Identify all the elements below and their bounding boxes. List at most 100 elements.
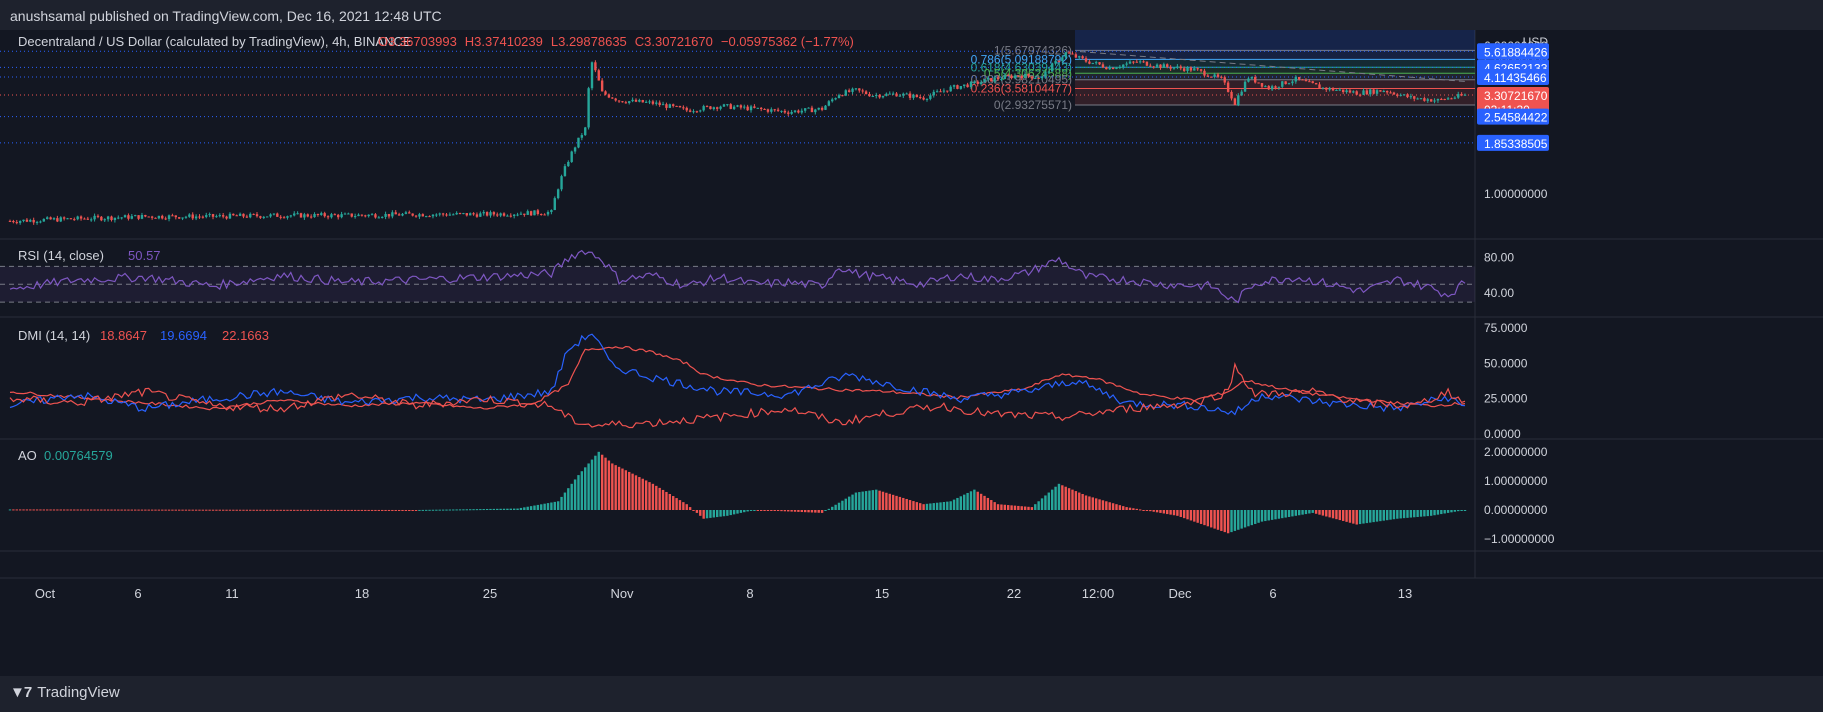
ao-bar	[381, 509, 384, 511]
candle-body	[1379, 90, 1382, 92]
ao-bar	[919, 503, 922, 510]
candle-body	[1179, 66, 1182, 69]
candle-body	[1226, 82, 1230, 92]
ao-bar	[370, 509, 374, 511]
candle-body	[661, 104, 665, 106]
grid-lines	[0, 30, 1823, 579]
price-tick-label: 1.00000000	[1484, 187, 1548, 201]
ao-bar	[265, 509, 269, 511]
brand-label: TradingView	[37, 684, 120, 701]
ao-bar	[1385, 510, 1389, 521]
candle-body	[1166, 64, 1169, 67]
candle-body	[1230, 91, 1233, 99]
ao-bar	[699, 510, 702, 516]
ao-bar	[912, 501, 915, 510]
ao-bar	[262, 509, 265, 511]
ao-bar	[1460, 510, 1463, 511]
candle-body	[898, 95, 902, 97]
candle-body	[1027, 73, 1030, 77]
candle-body	[1460, 94, 1463, 96]
candle-body	[587, 88, 590, 128]
ao-bar	[783, 510, 787, 512]
ao-bar	[600, 454, 604, 510]
ao-bar	[15, 509, 18, 511]
candle-body	[584, 127, 587, 136]
ohlc-value: C3.30721670	[635, 34, 713, 49]
candle-body	[452, 214, 455, 216]
candle-body	[313, 213, 316, 218]
ao-bar	[1067, 488, 1071, 510]
candle-body	[15, 222, 18, 224]
candle-body	[245, 216, 249, 218]
candle-body	[73, 219, 76, 221]
ao-bar	[188, 509, 191, 511]
candle-body	[438, 213, 441, 215]
price-chart[interactable]: 1(5.67974326)0.786(5.09188792)0.618(4.63…	[0, 30, 1823, 670]
ao-bar	[956, 497, 959, 510]
candle-body	[394, 212, 397, 215]
candle-body	[1247, 78, 1250, 82]
ao-bar	[979, 493, 983, 510]
candle-body	[1162, 64, 1166, 68]
candle-body	[1000, 79, 1003, 81]
ao-bar	[1128, 507, 1132, 510]
candle-body	[56, 218, 59, 222]
ao-bar	[42, 509, 46, 511]
candle-body	[418, 214, 421, 217]
ao-bar	[661, 489, 665, 510]
candle-body	[421, 214, 425, 217]
ao-bar	[678, 500, 682, 510]
candle-body	[688, 110, 692, 112]
ao-bar	[584, 467, 587, 510]
ao-bar	[719, 510, 722, 517]
candle-body	[1433, 100, 1436, 102]
ao-bar	[993, 502, 996, 510]
rsi-line	[9, 249, 1466, 304]
ao-bar	[133, 509, 137, 511]
ao-bar	[638, 477, 641, 510]
ao-bar	[655, 485, 658, 510]
candle-body	[1118, 67, 1122, 69]
ohlc-value: −0.05975362 (−1.77%)	[721, 34, 854, 49]
ao-bar	[90, 509, 93, 511]
candle-body	[702, 106, 705, 111]
candle-body	[519, 213, 523, 215]
ao-bar	[496, 508, 499, 510]
ao-bar	[228, 509, 232, 511]
ao-bar	[590, 459, 594, 510]
candle-body	[925, 98, 929, 100]
ao-bar	[523, 507, 526, 510]
time-axis[interactable]: Oct 6 11 18 25 Nov 8 15 22 12:00 Dec 6 13	[35, 586, 1412, 601]
ao-bar	[952, 499, 956, 510]
ao-pane[interactable]	[8, 451, 1467, 534]
candle-body	[137, 215, 140, 219]
ao-bar	[594, 455, 597, 510]
price-axis[interactable]: USD6.000000005.000000001.000000005.61884…	[1477, 35, 1555, 546]
ao-bar	[303, 509, 306, 511]
time-tick-label: 25	[483, 586, 497, 601]
ao-bar	[438, 509, 441, 511]
ao-bar	[25, 509, 29, 511]
candle-body	[225, 216, 228, 219]
candle-body	[408, 212, 411, 214]
rsi-pane[interactable]	[0, 249, 1475, 304]
candle-body	[1260, 83, 1264, 87]
main-pane[interactable]: 1(5.67974326)0.786(5.09188792)0.618(4.63…	[0, 30, 1475, 225]
ao-bar	[1027, 506, 1030, 510]
time-tick-label: 12:00	[1082, 586, 1115, 601]
candle-body	[188, 214, 191, 217]
ao-bar	[533, 505, 536, 510]
candle-body	[323, 213, 326, 217]
dmi-pane[interactable]	[9, 333, 1466, 429]
candle-body	[1375, 90, 1379, 94]
ao-bar	[692, 510, 695, 511]
ao-bar	[221, 509, 225, 511]
candle-body	[1020, 75, 1023, 79]
tradingview-brand[interactable]: ▼7 TradingView	[10, 684, 120, 701]
candle-body	[1429, 99, 1433, 102]
ao-bar	[465, 509, 469, 511]
candle-body	[154, 217, 157, 219]
candle-body	[1098, 62, 1101, 65]
candle-body	[272, 213, 276, 215]
candle-body	[255, 214, 259, 217]
